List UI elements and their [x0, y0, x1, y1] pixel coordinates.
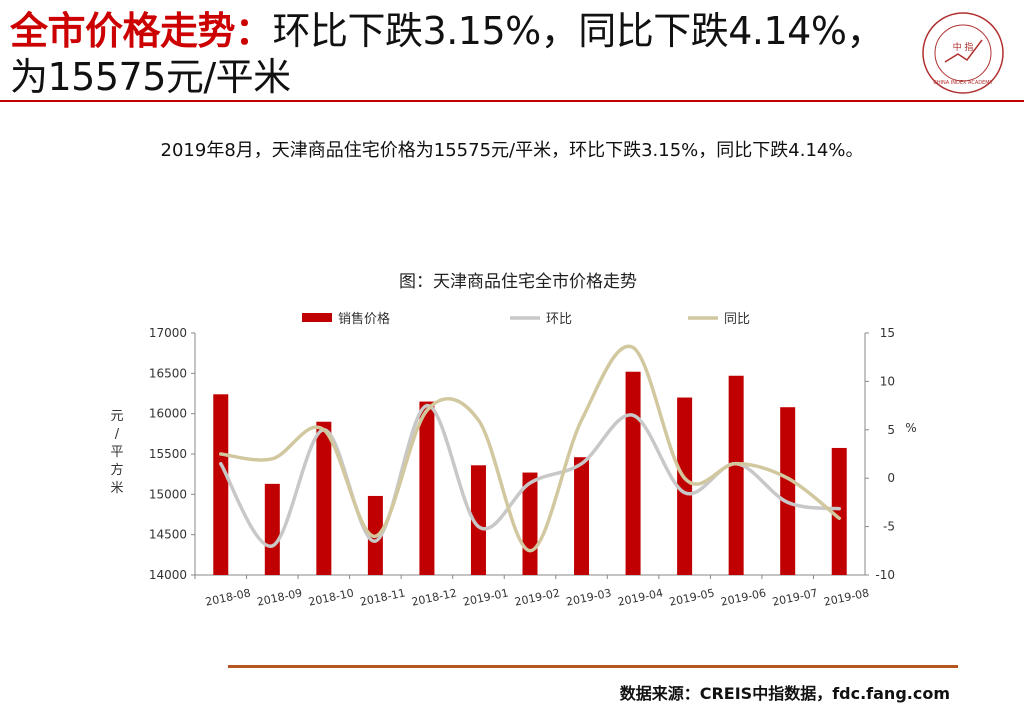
- data-source: 数据来源：CREIS中指数据，fdc.fang.com: [619, 684, 950, 703]
- price-bar: [213, 394, 229, 575]
- chart-legend: 销售价格 环比 同比: [302, 311, 750, 327]
- price-bar: [316, 421, 332, 575]
- y2-tick-label: -5: [883, 520, 895, 534]
- y-tick-label: 17000: [149, 326, 187, 340]
- y2-tick-label: -10: [875, 568, 895, 582]
- y2-tick-label: 0: [887, 471, 895, 485]
- price-bar: [470, 465, 486, 575]
- x-tick-label: 2019-03: [565, 586, 613, 608]
- yoy-line: [219, 344, 841, 553]
- summary-text: 2019年8月，天津商品住宅价格为15575元/平米，环比下跌3.15%，同比下…: [160, 140, 864, 161]
- y-axis-label: 元/平方米: [110, 409, 123, 496]
- x-tick-label: 2019-08: [823, 586, 871, 608]
- y-tick-label: 15000: [149, 487, 187, 501]
- price-bar: [677, 397, 693, 575]
- legend-mom-label: 环比: [546, 312, 572, 327]
- x-tick-label: 2018-10: [307, 586, 355, 608]
- y2-tick-label: 10: [880, 374, 895, 388]
- y-tick-label: 14000: [149, 568, 187, 582]
- chart-axes: 14000 14500 15000 15500 16000 16500 17000 -10 -5…: [110, 326, 916, 609]
- y2-tick-label: 5: [887, 423, 895, 437]
- page-title: 全市价格走势：环比下跌3.15%，同比下跌4.14%，为15575元/平米: [10, 8, 900, 100]
- price-bar: [574, 457, 590, 575]
- logo-ring-text: CHINA INDEX ACADEMY: [933, 80, 993, 86]
- x-tick-label: 2018-08: [204, 586, 252, 608]
- y2-axis-label: %: [905, 421, 916, 435]
- logo-center-text: 中 指: [953, 41, 974, 53]
- line-series: [219, 344, 841, 553]
- x-tick-label: 2019-02: [513, 586, 561, 608]
- price-bar: [831, 447, 847, 575]
- y-tick-label: 14500: [149, 528, 187, 542]
- y-tick-label: 16000: [149, 407, 187, 421]
- x-tick-label: 2018-09: [256, 586, 304, 608]
- title-rest: 环比下跌3.15%，同比下跌4.14%，为15575元/平米: [10, 9, 884, 99]
- china-index-academy-logo: 中 指 CHINA INDEX ACADEMY: [922, 12, 1004, 94]
- bar-series: [213, 371, 847, 575]
- chart-title: 图：天津商品住宅全市价格走势: [399, 272, 637, 292]
- legend-price-swatch: [302, 313, 332, 322]
- y-tick-label: 16500: [149, 366, 187, 380]
- x-tick-label: 2019-07: [771, 586, 819, 608]
- x-tick-label: 2019-06: [720, 586, 768, 608]
- price-bar: [264, 483, 280, 575]
- x-tick-label: 2019-05: [668, 586, 716, 608]
- price-bar: [728, 375, 744, 575]
- x-tick-label: 2018-11: [359, 586, 407, 608]
- legend-price-label: 销售价格: [338, 311, 390, 327]
- price-bar: [419, 401, 435, 575]
- y-tick-label: 15500: [149, 447, 187, 461]
- price-trend-chart: 图：天津商品住宅全市价格走势 销售价格 环比 同比 1400014500150001…: [110, 272, 916, 609]
- footer-divider: [228, 665, 958, 668]
- price-bar: [625, 371, 641, 575]
- price-bar: [780, 407, 796, 575]
- title-highlight: 全市价格走势：: [10, 9, 273, 53]
- legend-yoy-label: 同比: [724, 312, 750, 327]
- x-tick-label: 2019-04: [617, 586, 665, 608]
- x-tick-label: 2019-01: [462, 586, 510, 608]
- x-tick-label: 2018-12: [410, 586, 458, 608]
- title-divider: [0, 100, 1024, 102]
- y2-tick-label: 15: [880, 326, 895, 340]
